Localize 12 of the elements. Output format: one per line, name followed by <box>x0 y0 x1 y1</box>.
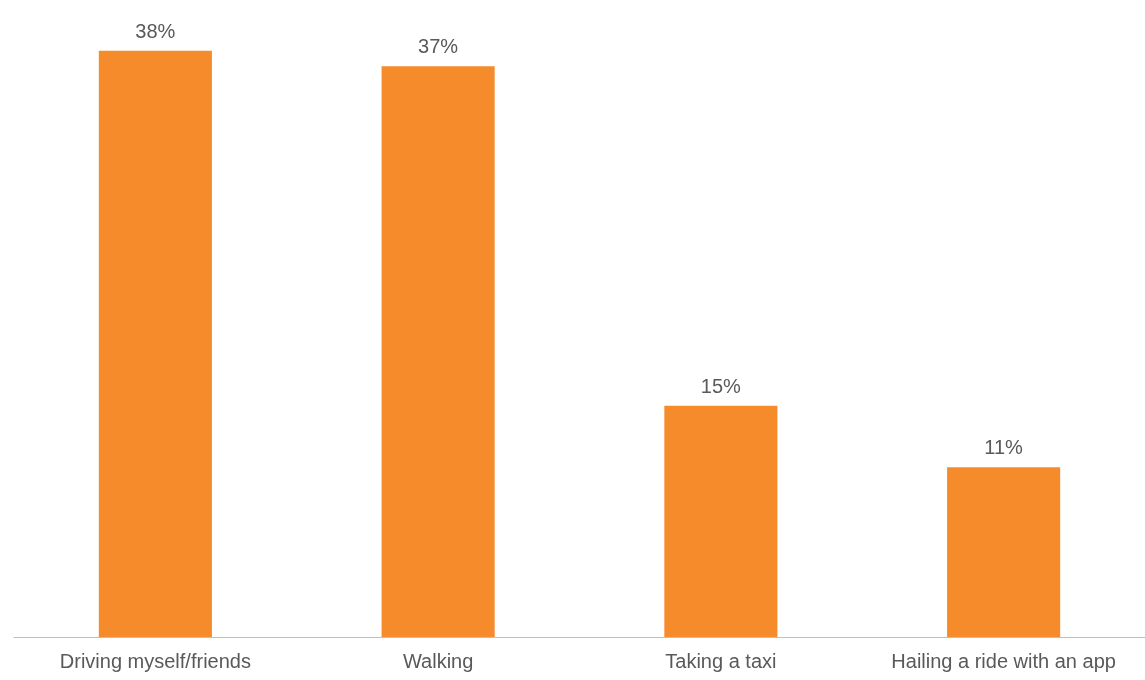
x-tick-label: Driving myself/friends <box>59 650 251 672</box>
bar <box>98 50 212 637</box>
bar <box>381 66 495 637</box>
data-label: 11% <box>984 436 1024 459</box>
x-tick-label: Walking <box>402 650 474 672</box>
bar <box>947 467 1061 637</box>
x-tick-label: Hailing a ride with an app <box>891 650 1116 672</box>
data-label: 38% <box>135 19 176 42</box>
data-label: 15% <box>700 374 742 397</box>
bar <box>664 405 778 637</box>
x-tick-label: Taking a taxi <box>665 650 777 672</box>
data-label: 37% <box>418 35 459 58</box>
